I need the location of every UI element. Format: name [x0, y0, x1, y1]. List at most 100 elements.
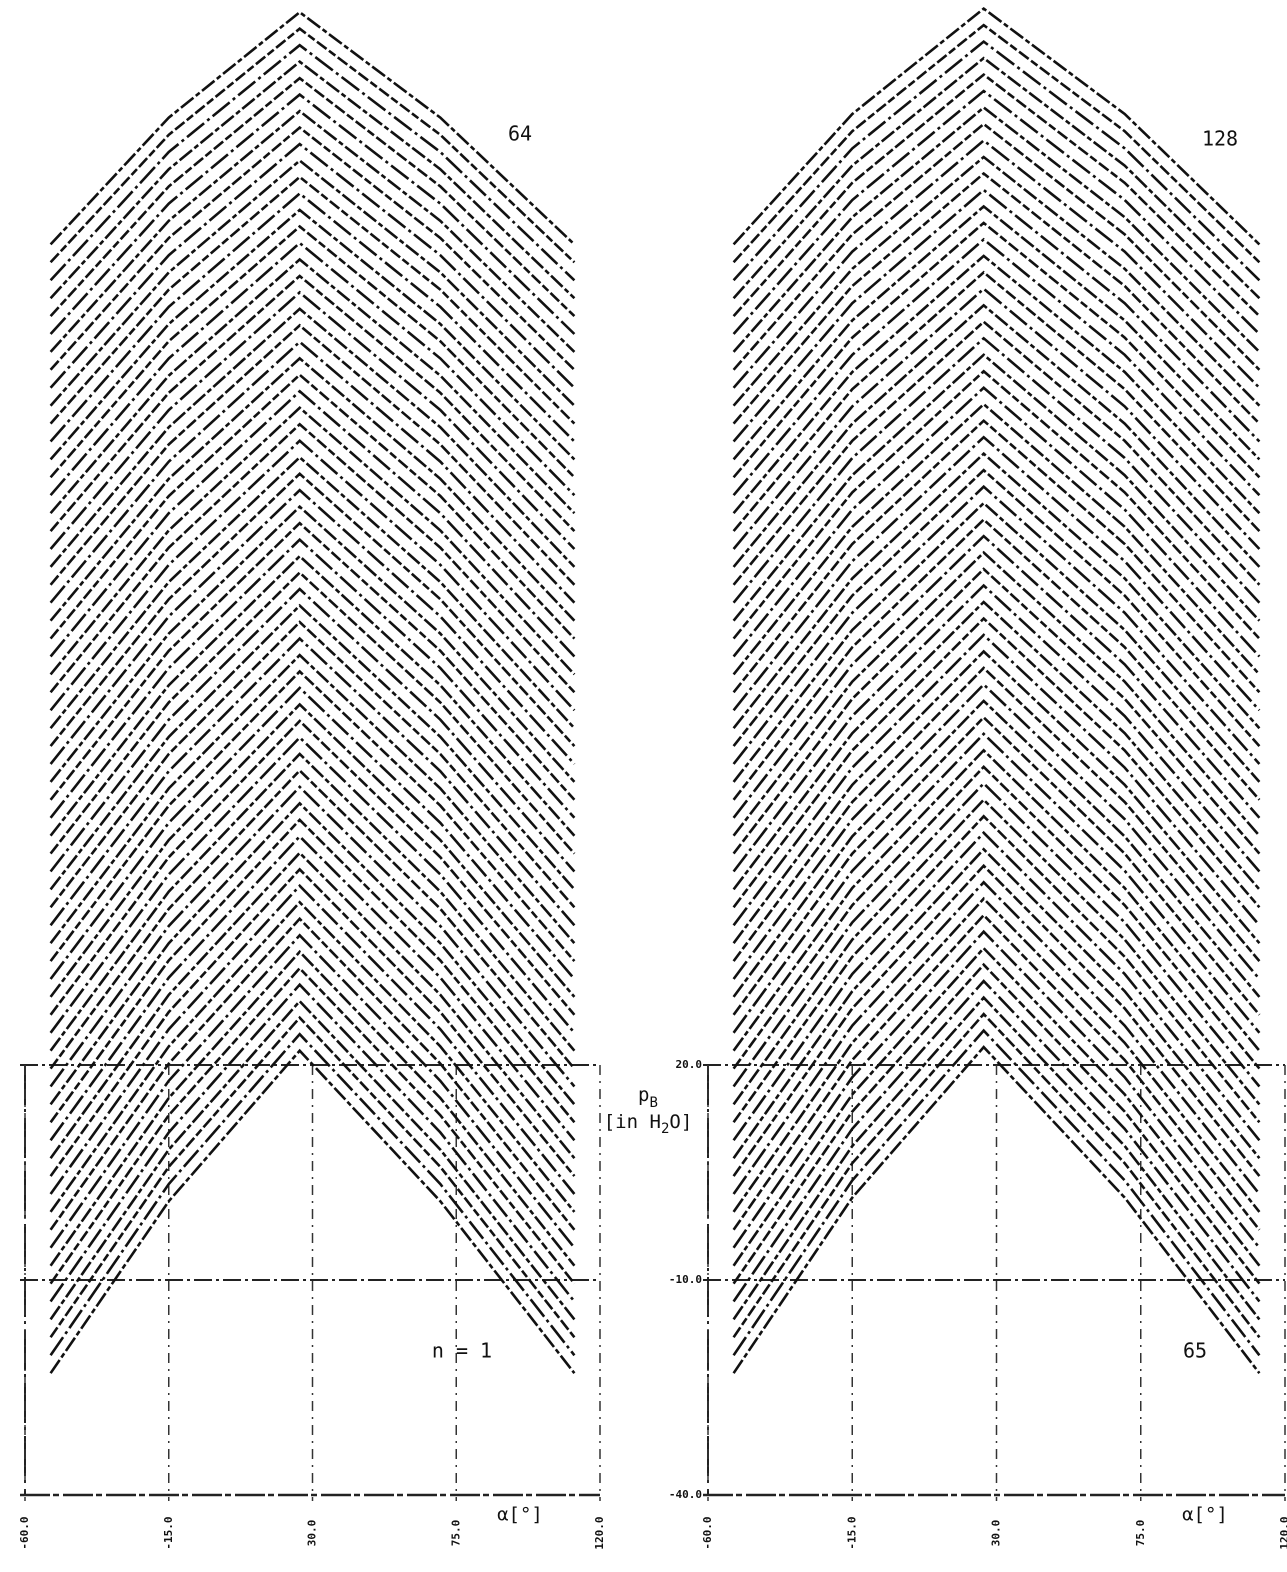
annotation: 65 [1183, 1339, 1207, 1363]
curve [49, 472, 576, 747]
curve [732, 600, 1261, 891]
curve [732, 303, 1261, 568]
curve [49, 191, 576, 443]
curve [732, 830, 1261, 1142]
curve [732, 386, 1261, 658]
curve [732, 39, 1261, 282]
y-label-subscript: B [650, 1095, 658, 1111]
curve [732, 896, 1261, 1213]
curve [49, 933, 576, 1249]
curve [49, 686, 576, 980]
curve [49, 999, 576, 1321]
y-tick-label: -10.0 [669, 1273, 702, 1286]
curve [732, 732, 1261, 1034]
curve [49, 125, 576, 371]
x-tick-label: -15.0 [162, 1516, 175, 1549]
y-tick-label: -40.0 [669, 1488, 702, 1501]
curve [49, 257, 576, 515]
curve [732, 188, 1261, 443]
curve [732, 270, 1261, 532]
curve [732, 23, 1261, 264]
annotation: 128 [1202, 127, 1238, 151]
curve [49, 307, 576, 568]
curve [49, 504, 576, 783]
curve [732, 369, 1261, 640]
curve [49, 603, 576, 891]
curve [732, 1045, 1261, 1374]
curve [732, 72, 1261, 318]
curve [49, 702, 576, 998]
curve [49, 455, 576, 730]
curve [732, 402, 1261, 676]
curve [49, 406, 576, 676]
curve [732, 105, 1261, 353]
x-tick-label: 75.0 [449, 1520, 462, 1547]
x-label: α[°] [497, 1504, 543, 1526]
curve [732, 171, 1261, 425]
curve [49, 1015, 576, 1339]
x-tick-label: -15.0 [845, 1516, 858, 1549]
curve [49, 76, 576, 318]
curve [49, 109, 576, 353]
curve [49, 719, 576, 1016]
curve [732, 517, 1261, 801]
curve [49, 389, 576, 658]
curve [732, 320, 1261, 586]
curve [49, 620, 576, 909]
curve [732, 649, 1261, 945]
curve [49, 1032, 576, 1357]
curve [49, 1048, 576, 1374]
curve [49, 274, 576, 533]
curve [49, 883, 576, 1195]
curve [732, 583, 1261, 873]
y-label-unit-a: [in H [604, 1111, 661, 1133]
curve [49, 208, 576, 461]
curve [732, 122, 1261, 371]
curve [49, 43, 576, 282]
curve [49, 966, 576, 1285]
curve [49, 768, 576, 1070]
curve [732, 89, 1261, 335]
curve [732, 254, 1261, 515]
curve [732, 863, 1261, 1177]
curve [49, 636, 576, 927]
curve [732, 946, 1261, 1267]
curve [49, 834, 576, 1142]
y-tick-label: 20.0 [676, 1058, 703, 1071]
curve [49, 290, 576, 550]
x-tick-label: 30.0 [306, 1520, 319, 1547]
curve [732, 56, 1261, 300]
curve [732, 682, 1261, 980]
x-tick-label: -60.0 [18, 1516, 31, 1549]
y-label-symbol: p [638, 1084, 649, 1106]
curve [49, 142, 576, 389]
curve [49, 27, 576, 264]
curve [49, 10, 576, 246]
curve [49, 867, 576, 1177]
curve [732, 1012, 1261, 1339]
curve [49, 224, 576, 479]
x-label: α[°] [1182, 1504, 1228, 1526]
curve [49, 158, 576, 407]
curve [732, 155, 1261, 407]
curve [732, 995, 1261, 1321]
x-tick-label: 30.0 [990, 1520, 1003, 1547]
curve [732, 6, 1261, 246]
curve [732, 633, 1261, 927]
curve [732, 666, 1261, 962]
curve [732, 880, 1261, 1195]
curve [49, 752, 576, 1052]
curve [732, 715, 1261, 1016]
curve [49, 175, 576, 425]
curve [49, 537, 576, 819]
curve [49, 900, 576, 1213]
curve [49, 982, 576, 1303]
x-tick-label: 120.0 [1278, 1516, 1287, 1549]
curve [49, 323, 576, 586]
y-label-unit-b: O] [669, 1111, 692, 1133]
curve [732, 748, 1261, 1052]
curve [732, 962, 1261, 1285]
curve [49, 801, 576, 1106]
